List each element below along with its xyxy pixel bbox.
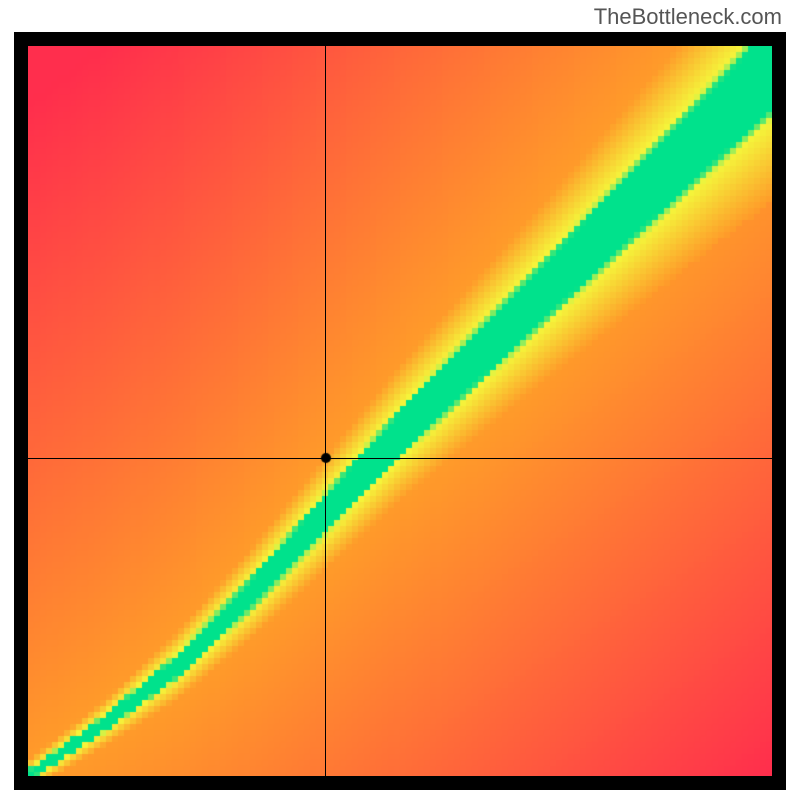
crosshair-dot [320,452,332,464]
crosshair-horizontal [28,458,772,459]
crosshair-vertical [325,46,326,776]
chart-container: TheBottleneck.com [0,0,800,800]
bottleneck-heatmap [28,46,772,776]
watermark-text: TheBottleneck.com [594,4,782,30]
plot-frame [14,32,786,790]
